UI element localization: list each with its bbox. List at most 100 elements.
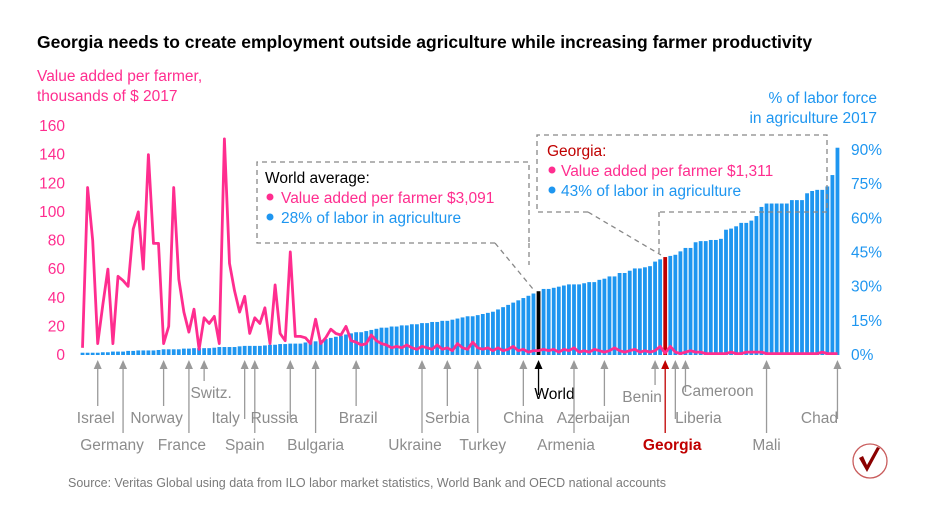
- country-marker: Israel: [77, 360, 115, 427]
- arrow-up-icon: [250, 360, 259, 369]
- georgia-callout-pointer: [587, 211, 662, 256]
- country-marker: Liberia: [671, 360, 722, 427]
- left-tick-label: 40: [48, 290, 66, 307]
- georgia-callout-value-added: Value added per farmer $1,311: [561, 163, 773, 180]
- chart-title: Georgia needs to create employment outsi…: [37, 32, 812, 52]
- labor-bar: [339, 335, 343, 355]
- right-tick-label: 90%: [851, 142, 882, 159]
- country-label: Norway: [130, 410, 183, 427]
- country-marker: Italy: [211, 360, 249, 427]
- labor-bar: [789, 200, 794, 355]
- labor-bar: [440, 320, 445, 355]
- labor-bar: [273, 344, 277, 355]
- labor-bar: [511, 302, 516, 355]
- labor-bar: [126, 350, 131, 355]
- labor-bar: [288, 343, 293, 355]
- labor-bar: [257, 345, 262, 355]
- labor-bar: [784, 203, 789, 355]
- labor-bar: [227, 347, 232, 355]
- labor-bar: [344, 334, 348, 355]
- arrow-up-icon: [93, 360, 102, 369]
- labor-bar: [156, 349, 161, 355]
- labor-bar: [546, 288, 551, 355]
- arrow-up-icon: [311, 360, 320, 369]
- labor-bar: [111, 351, 115, 355]
- labor-bar: [805, 193, 809, 355]
- labor-bar: [713, 239, 718, 355]
- labor-bar: [754, 216, 759, 355]
- check-mark-circle-logo: [852, 443, 888, 479]
- labor-bar: [708, 239, 713, 355]
- labor-bar: [146, 350, 151, 355]
- callout-connectors: [256, 134, 828, 290]
- country-marker: Norway: [130, 360, 183, 427]
- country-marker: China: [503, 360, 544, 427]
- labor-bar: [247, 345, 252, 355]
- world-callout-labor: 28% of labor in agriculture: [281, 210, 461, 227]
- georgia-callout-heading: Georgia:: [547, 143, 606, 160]
- country-label: Israel: [77, 410, 115, 427]
- country-label: France: [158, 437, 206, 454]
- labor-bar: [399, 325, 404, 355]
- arrow-up-icon: [200, 360, 209, 369]
- country-label: World: [534, 386, 574, 403]
- labor-bar: [551, 287, 556, 355]
- labor-bar: [632, 268, 637, 355]
- country-label: Benin: [622, 389, 662, 406]
- labor-bar: [612, 276, 617, 355]
- labor-bar: [572, 284, 576, 355]
- labor-bar: [516, 300, 521, 355]
- world-callout-heading: World average:: [265, 170, 370, 187]
- country-marker: Cameroon: [681, 360, 754, 400]
- labor-bar: [561, 285, 566, 355]
- labor-bar: [556, 286, 561, 355]
- labor-bar: [90, 352, 95, 355]
- left-axis-title-line2: thousands of $ 2017: [37, 88, 177, 105]
- country-marker: France: [158, 360, 206, 454]
- labor-bar: [430, 321, 435, 355]
- labor-bar: [131, 350, 136, 355]
- country-marker: Turkey: [459, 360, 506, 454]
- labor-bar: [308, 341, 313, 355]
- country-label: Mali: [752, 437, 780, 454]
- right-tick-label: 75%: [851, 176, 882, 193]
- labor-bar: [217, 347, 222, 355]
- left-tick-label: 100: [39, 204, 65, 221]
- labor-bar: [485, 312, 490, 355]
- labor-bar: [80, 352, 85, 355]
- labor-bar: [622, 273, 627, 355]
- right-tick-label: 0%: [851, 347, 874, 364]
- labor-bar: [293, 343, 298, 355]
- labor-bar: [688, 247, 693, 355]
- labor-bar: [764, 203, 769, 355]
- country-marker: Bulgaria: [287, 360, 344, 454]
- labor-bar: [369, 329, 374, 355]
- right-axis-ticks: 0% 15% 30% 45% 60% 75% 90%: [851, 142, 882, 364]
- labor-bar: [597, 279, 602, 355]
- arrow-up-icon: [519, 360, 528, 369]
- labor-bar: [729, 228, 733, 355]
- labor-bar: [749, 220, 754, 355]
- labor-bar: [739, 222, 744, 355]
- country-label: Armenia: [537, 437, 595, 454]
- labor-bar: [501, 307, 505, 355]
- labor-bar: [643, 267, 647, 355]
- labor-bar: [577, 284, 581, 355]
- country-label: Serbia: [425, 410, 470, 427]
- country-arrows: Israel Germany Norway France Switz. Italy Spai…: [77, 360, 842, 454]
- labor-bar: [648, 266, 652, 355]
- arrow-up-icon: [661, 360, 670, 369]
- labor-bar: [678, 251, 683, 355]
- labor-bar: [263, 345, 267, 355]
- labor-bar: [506, 304, 511, 355]
- country-label: Ukraine: [388, 437, 441, 454]
- bullet-icon: [548, 166, 556, 174]
- right-axis-title-line2: in agriculture 2017: [749, 110, 877, 127]
- labor-bar: [769, 203, 774, 355]
- labor-bar: [693, 242, 698, 355]
- labor-bar: [526, 295, 531, 355]
- labor-bar: [323, 339, 328, 355]
- right-tick-label: 15%: [851, 313, 882, 330]
- labor-bar: [653, 261, 657, 355]
